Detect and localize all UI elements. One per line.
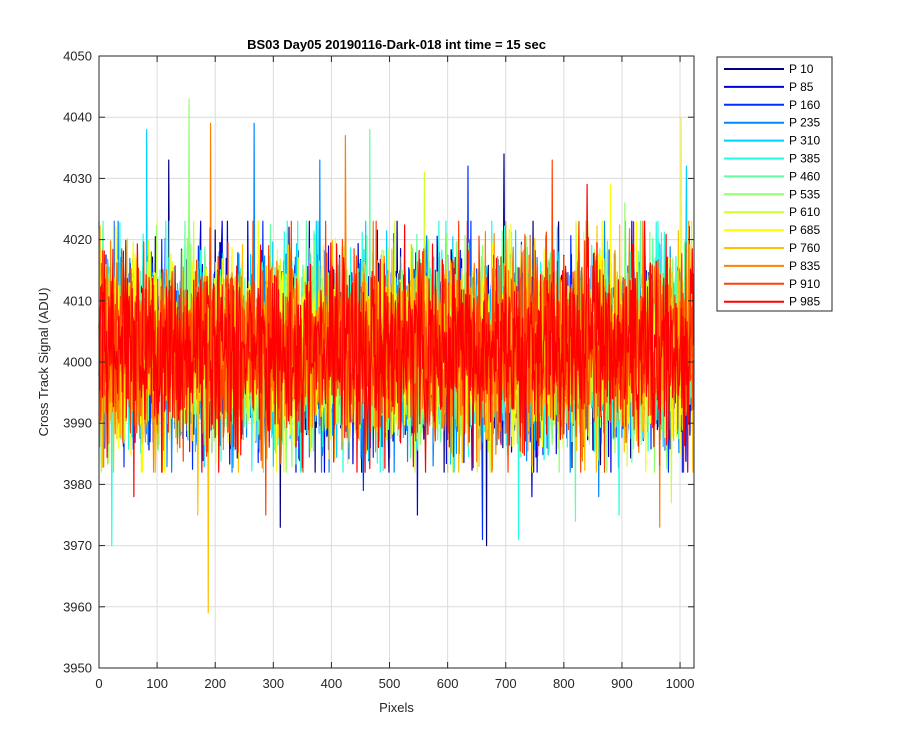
legend-label: P 610 <box>789 205 820 219</box>
series-line-p985 <box>98 183 695 498</box>
y-tick-label: 3980 <box>63 477 92 492</box>
legend-label: P 235 <box>789 116 820 130</box>
ticks: 0 100 200 300 400 500 600 700 800 900 1000 3950 3960… <box>63 49 694 692</box>
legend-label: P 385 <box>789 152 820 166</box>
x-tick-label: 500 <box>379 676 401 691</box>
legend-label: P 460 <box>789 169 820 183</box>
x-tick-label: 600 <box>437 676 459 691</box>
x-tick-label: 800 <box>553 676 575 691</box>
x-tick-label: 400 <box>321 676 343 691</box>
legend-label: P 310 <box>789 134 820 148</box>
y-tick-label: 4020 <box>63 232 92 247</box>
legend-label: P 10 <box>789 62 814 76</box>
legend-label: P 835 <box>789 259 820 273</box>
legend-label: P 910 <box>789 277 820 291</box>
y-tick-label: 4000 <box>63 355 92 370</box>
y-axis-label: Cross Track Signal (ADU) <box>36 288 51 437</box>
x-axis-label: Pixels <box>379 700 414 715</box>
y-tick-label: 4040 <box>63 110 92 125</box>
series-lines <box>98 98 695 614</box>
legend: P 10 P 85 P 160 P 235 P 310 P 385 P 460 P 535 P … <box>716 56 833 312</box>
legend-label: P 760 <box>789 241 820 255</box>
x-tick-label: 900 <box>611 676 633 691</box>
legend-label: P 985 <box>789 295 820 309</box>
x-tick-label: 0 <box>95 676 102 691</box>
legend-label: P 160 <box>789 98 820 112</box>
legend-label: P 535 <box>789 187 820 201</box>
legend-label: P 85 <box>789 80 814 94</box>
y-tick-label: 3950 <box>63 661 92 676</box>
legend-box <box>716 56 833 312</box>
y-tick-label: 4050 <box>63 49 92 64</box>
y-tick-label: 4010 <box>63 293 92 308</box>
x-tick-label: 200 <box>204 676 226 691</box>
x-tick-label: 300 <box>262 676 284 691</box>
x-tick-label: 1000 <box>666 676 695 691</box>
x-tick-label: 700 <box>495 676 517 691</box>
y-tick-label: 3970 <box>63 538 92 553</box>
y-tick-label: 3990 <box>63 416 92 431</box>
y-tick-label: 3960 <box>63 599 92 614</box>
x-tick-label: 100 <box>146 676 168 691</box>
y-tick-label: 4030 <box>63 171 92 186</box>
chart-title: BS03 Day05 20190116-Dark-018 int time = … <box>247 37 546 52</box>
legend-label: P 685 <box>789 223 820 237</box>
